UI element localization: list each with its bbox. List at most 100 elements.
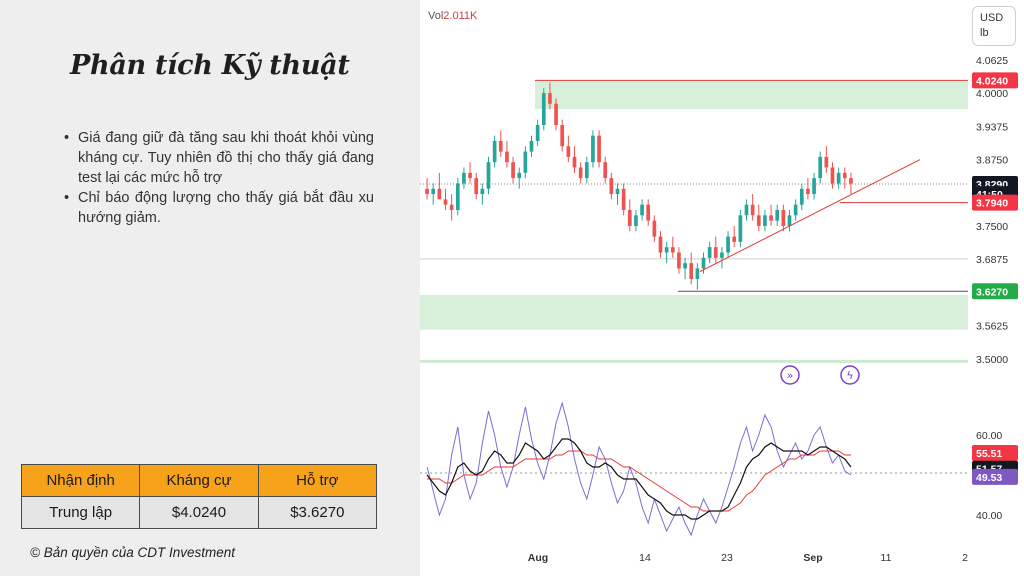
candle-body: [455, 183, 460, 210]
copyright-text: © Bản quyền của CDT Investment: [30, 545, 236, 560]
price-label-text: 3.6270: [976, 286, 1008, 298]
cell-resistance: $4.0240: [139, 496, 259, 529]
price-tick-label: 3.7500: [976, 221, 1008, 233]
candle-body: [443, 199, 448, 205]
candle-body: [677, 252, 681, 269]
candle-body: [572, 156, 577, 168]
support-zone: [420, 295, 968, 330]
candle-body: [449, 204, 454, 210]
price-label-box: [972, 283, 1018, 300]
candle-body: [842, 172, 847, 179]
candle-body: [425, 188, 429, 195]
price-label-text: 3.7940: [976, 198, 1008, 210]
price-tick-label: 3.9375: [976, 121, 1008, 133]
candle-body: [615, 188, 620, 195]
candle-body: [480, 188, 485, 195]
volume-label: Vol2.011K: [428, 10, 477, 22]
candle-body: [738, 215, 743, 242]
candle-body: [523, 151, 528, 173]
slide-text-panel: Phân tích Kỹ thuật Giá đang giữ đà tăng …: [0, 0, 420, 576]
candle-body: [812, 178, 816, 195]
candle-body: [849, 178, 853, 184]
oscillator-label-text: 55.51: [976, 448, 1002, 460]
candle-body: [584, 162, 589, 179]
candle-body: [462, 172, 466, 184]
candle-body: [474, 178, 479, 195]
candle-body: [775, 210, 780, 221]
oscillator-tick-label: 60.00: [976, 430, 1002, 442]
volume-label-text: Vol: [428, 10, 444, 22]
summary-table: Nhận định Kháng cự Hỗ trợ Trung lập $4.0…: [20, 464, 378, 529]
candle-body: [781, 210, 786, 226]
candle-body: [818, 156, 823, 179]
candle-body: [652, 220, 657, 237]
candle-body: [763, 215, 767, 226]
header-resistance: Kháng cự: [139, 464, 259, 497]
candle-body: [505, 151, 509, 163]
oscillator-label-text: 49.53: [976, 472, 1002, 484]
candle-body: [683, 263, 687, 269]
candle-body: [689, 263, 694, 280]
bullet-item: Giá đang giữ đà tăng sau khi thoát khỏi …: [62, 128, 374, 188]
candle-body: [535, 125, 540, 141]
price-tick-label: 3.6875: [976, 254, 1008, 266]
volume-value: 2.011K: [443, 10, 478, 22]
candle-body: [713, 247, 718, 258]
candle-body: [486, 162, 491, 189]
candle-body: [658, 236, 663, 253]
price-tick-label: 4.0000: [976, 88, 1008, 100]
candle-body: [670, 247, 675, 253]
candle-body: [830, 167, 835, 184]
page-title: Phân tích Kỹ thuật: [70, 50, 350, 81]
price-label-box: [972, 194, 1018, 211]
candle-body: [701, 257, 706, 269]
candle-body: [591, 135, 595, 163]
candle-body: [511, 162, 515, 179]
cell-assessment: Trung lập: [20, 496, 141, 529]
oscillator-signal-line: [427, 450, 851, 512]
candle-body: [578, 167, 583, 179]
price-tick-label: 3.8750: [976, 155, 1008, 167]
candle-body: [824, 156, 829, 168]
uptrend-line: [699, 159, 921, 273]
candle-body: [750, 204, 755, 216]
candle-body: [806, 188, 810, 195]
x-tick-label: Aug: [528, 552, 548, 564]
candle-body: [799, 188, 804, 205]
cell-support: $3.6270: [257, 496, 378, 529]
x-tick-label: 23: [721, 552, 733, 564]
candle-body: [431, 188, 436, 195]
x-tick-label: 11: [881, 552, 892, 564]
candle-body: [646, 204, 651, 221]
candle-body: [744, 204, 749, 216]
chart-svg[interactable]: » ϟ 4.0625 4.0000 3.9375 3.8750 3.7500 3.6875 3.…: [420, 0, 1024, 576]
candle-body: [468, 172, 472, 179]
candle-body: [621, 188, 626, 210]
currency-text: USD: [980, 12, 1004, 24]
candle-body: [756, 215, 761, 226]
oscillator-label-box: [972, 444, 1018, 461]
candle-body: [769, 215, 773, 221]
x-tick-label: 14: [639, 552, 651, 564]
candle-body: [640, 204, 644, 216]
candle-body: [793, 204, 798, 216]
price-label-text: 4.0240: [976, 75, 1008, 87]
currency-selector[interactable]: USD lb: [972, 6, 1016, 46]
candle-body: [554, 103, 558, 125]
candle-body: [695, 268, 700, 280]
price-label-box: [972, 72, 1018, 89]
oscillator-label-box: [972, 468, 1018, 485]
price-tick-label: 3.5625: [976, 321, 1008, 333]
resistance-zone: [535, 80, 968, 110]
header-support: Hỗ trợ: [257, 464, 378, 497]
candle-body: [597, 135, 601, 163]
price-chart[interactable]: » ϟ 4.0625 4.0000 3.9375 3.8750 3.7500 3.6875 3.…: [420, 0, 1024, 576]
price-tick-label: 3.5000: [976, 354, 1008, 366]
oscillator-fast-line: [426, 401, 852, 537]
candle-body: [548, 93, 552, 104]
candle-body: [634, 215, 638, 226]
table-row: Trung lập $4.0240 $3.6270: [20, 496, 378, 529]
table-header-row: Nhận định Kháng cự Hỗ trợ: [20, 464, 378, 497]
candle-body: [492, 140, 497, 163]
candle-body: [437, 188, 442, 200]
